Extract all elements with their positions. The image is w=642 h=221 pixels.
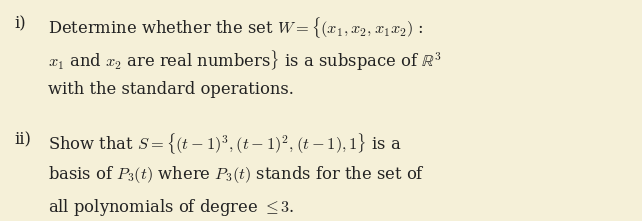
Text: basis of $P_3(t)$ where $P_3(t)$ stands for the set of: basis of $P_3(t)$ where $P_3(t)$ stands … (48, 164, 425, 185)
Text: i): i) (14, 15, 26, 32)
Text: ii): ii) (14, 131, 31, 148)
Text: $x_1$ and $x_2$ are real numbers$\}$ is a subspace of $\mathbb{R}^3$: $x_1$ and $x_2$ are real numbers$\}$ is … (48, 48, 442, 73)
Text: Show that $S = \{(t-1)^3, (t-1)^2, (t-1), 1\}$ is a: Show that $S = \{(t-1)^3, (t-1)^2, (t-1)… (48, 131, 402, 156)
Text: Determine whether the set $W = \{(x_1, x_2, x_1x_2)$ :: Determine whether the set $W = \{(x_1, x… (48, 15, 424, 40)
Text: with the standard operations.: with the standard operations. (48, 81, 294, 98)
Text: all polynomials of degree $\leq 3$.: all polynomials of degree $\leq 3$. (48, 197, 295, 218)
